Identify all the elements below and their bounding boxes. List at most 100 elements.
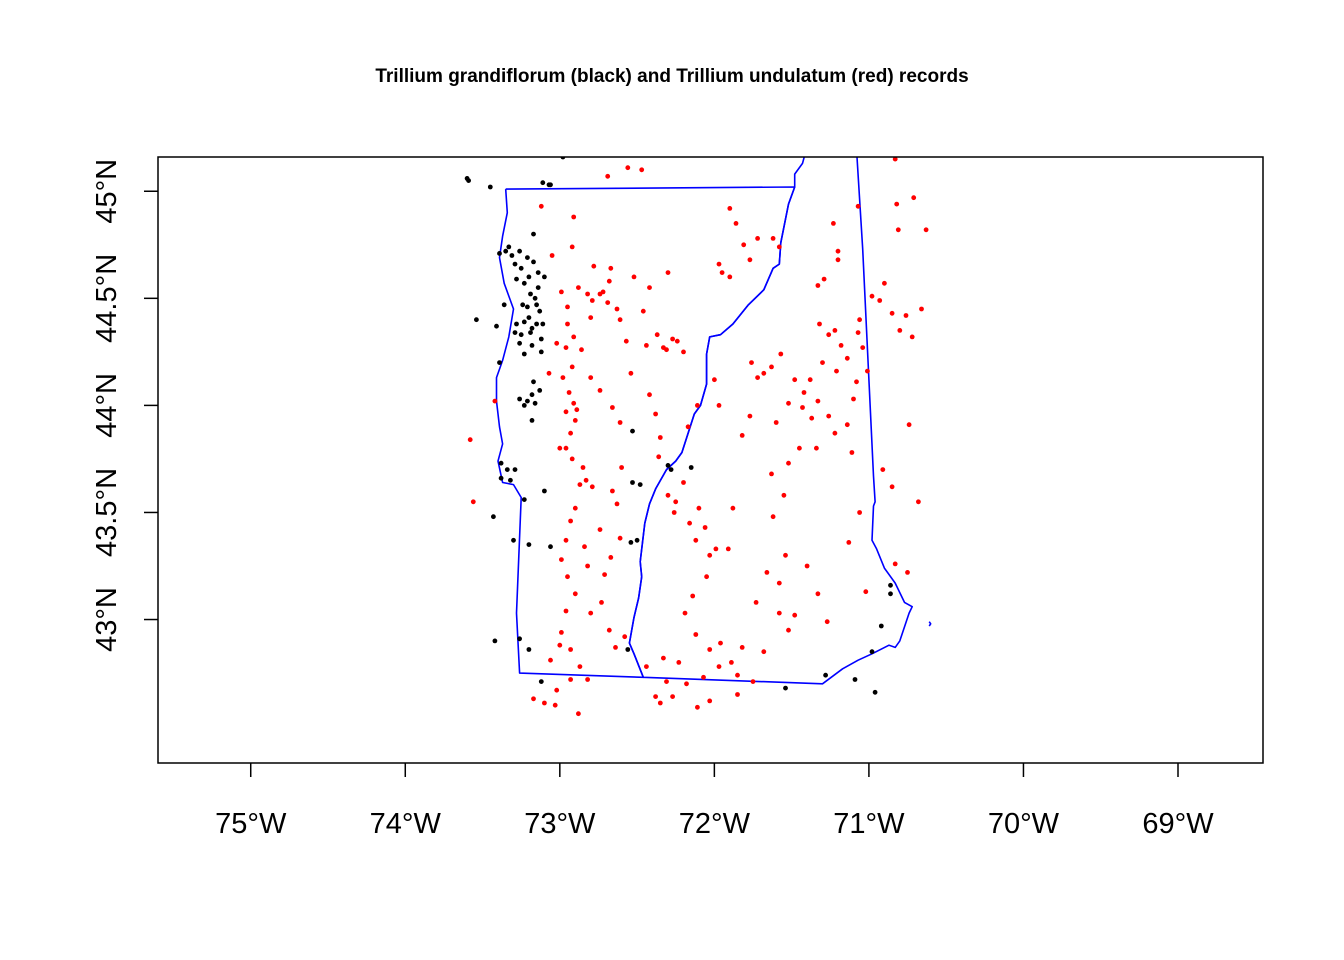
point-trillium-undulatum <box>716 403 722 408</box>
point-trillium-grandiflorum <box>512 330 518 335</box>
point-trillium-undulatum <box>786 400 791 406</box>
point-trillium-undulatum <box>565 574 570 580</box>
point-trillium-undulatum <box>625 165 631 171</box>
point-trillium-grandiflorum <box>528 330 533 335</box>
point-trillium-undulatum <box>701 674 706 680</box>
point-trillium-grandiflorum <box>540 321 546 327</box>
point-trillium-grandiflorum <box>521 351 527 357</box>
point-trillium-grandiflorum <box>466 178 471 184</box>
point-trillium-undulatum <box>613 645 618 650</box>
point-trillium-undulatum <box>844 422 850 428</box>
point-trillium-grandiflorum <box>526 274 532 280</box>
point-trillium-undulatum <box>749 125 754 130</box>
point-trillium-undulatum <box>610 405 615 410</box>
point-trillium-undulatum <box>585 291 590 297</box>
plot-frame <box>157 156 1264 764</box>
point-trillium-undulatum <box>894 201 900 207</box>
point-trillium-undulatum <box>647 392 652 398</box>
point-trillium-undulatum <box>817 321 822 327</box>
point-trillium-undulatum <box>831 221 836 226</box>
point-trillium-grandiflorum <box>888 591 893 597</box>
point-trillium-undulatum <box>563 345 569 350</box>
point-trillium-grandiflorum <box>474 317 479 323</box>
point-trillium-undulatum <box>739 433 745 438</box>
point-trillium-grandiflorum <box>498 475 504 481</box>
point-trillium-undulatum <box>724 125 729 130</box>
point-trillium-undulatum <box>606 627 612 633</box>
point-trillium-undulatum <box>773 420 779 425</box>
point-trillium-grandiflorum <box>548 544 553 550</box>
point-trillium-undulatum <box>670 694 675 699</box>
point-trillium-undulatum <box>546 370 552 376</box>
point-trillium-undulatum <box>588 375 594 380</box>
point-trillium-grandiflorum <box>665 463 671 468</box>
x-tick-label: 69°W <box>1142 808 1214 840</box>
point-trillium-undulatum <box>684 681 689 687</box>
x-tick-label: 70°W <box>988 808 1060 840</box>
point-trillium-undulatum <box>557 445 563 451</box>
point-trillium-undulatum <box>670 336 675 342</box>
point-trillium-undulatum <box>548 657 553 663</box>
point-trillium-undulatum <box>591 263 597 269</box>
point-trillium-undulatum <box>770 514 776 520</box>
point-trillium-undulatum <box>656 454 662 460</box>
point-trillium-undulatum <box>764 570 770 575</box>
point-trillium-undulatum <box>654 332 660 338</box>
point-trillium-undulatum <box>712 377 717 383</box>
point-trillium-undulatum <box>733 221 739 226</box>
point-trillium-grandiflorum <box>688 465 694 470</box>
point-trillium-undulatum <box>572 591 578 597</box>
y-axis: 43°N 43.5°N 44°N 44.5°N 45°N <box>91 159 158 652</box>
point-trillium-grandiflorum <box>520 302 526 308</box>
x-tick-label: 72°W <box>679 808 751 840</box>
point-trillium-grandiflorum <box>615 108 620 113</box>
point-trillium-undulatum <box>687 520 692 526</box>
point-trillium-grandiflorum <box>540 180 546 186</box>
point-trillium-undulatum <box>617 317 623 323</box>
point-trillium-undulatum <box>664 679 669 684</box>
point-trillium-undulatum <box>617 420 623 425</box>
point-trillium-undulatum <box>644 343 649 348</box>
point-trillium-grandiflorum <box>498 460 504 466</box>
point-trillium-undulatum <box>652 140 657 145</box>
x-tick-label: 71°W <box>833 808 905 840</box>
point-trillium-grandiflorum <box>630 428 635 434</box>
point-trillium-undulatum <box>815 591 821 597</box>
point-trillium-undulatum <box>568 518 573 524</box>
point-trillium-grandiflorum <box>526 542 532 547</box>
point-trillium-undulatum <box>923 227 929 233</box>
point-trillium-grandiflorum <box>538 336 544 342</box>
point-trillium-undulatum <box>814 445 819 451</box>
point-trillium-undulatum <box>563 537 569 543</box>
point-trillium-grandiflorum <box>537 388 543 393</box>
point-trillium-undulatum <box>568 647 573 652</box>
point-trillium-undulatum <box>554 687 560 693</box>
point-trillium-undulatum <box>538 203 544 209</box>
point-trillium-undulatum <box>854 379 859 385</box>
point-trillium-undulatum <box>665 270 671 275</box>
point-trillium-undulatum <box>665 492 671 498</box>
point-trillium-undulatum <box>906 422 912 428</box>
point-trillium-grandiflorum <box>869 649 875 655</box>
point-trillium-undulatum <box>791 125 796 130</box>
series-trillium-grandiflorum <box>464 108 893 695</box>
point-trillium-undulatum <box>844 355 850 361</box>
point-trillium-undulatum <box>614 306 620 312</box>
point-trillium-undulatum <box>628 370 634 376</box>
point-trillium-undulatum <box>653 694 658 699</box>
point-trillium-undulatum <box>531 696 536 702</box>
point-trillium-undulatum <box>576 711 581 717</box>
point-trillium-undulatum <box>704 574 709 580</box>
point-trillium-undulatum <box>804 563 810 569</box>
point-trillium-undulatum <box>681 349 686 355</box>
point-trillium-undulatum <box>568 430 573 436</box>
y-tick-label: 45°N <box>91 159 123 224</box>
point-trillium-undulatum <box>617 535 623 541</box>
point-trillium-grandiflorum <box>511 537 516 543</box>
point-trillium-undulatum <box>672 133 677 138</box>
point-trillium-undulatum <box>554 340 560 346</box>
point-trillium-undulatum <box>565 321 570 327</box>
point-trillium-undulatum <box>919 306 924 312</box>
point-trillium-undulatum <box>676 660 682 665</box>
point-trillium-undulatum <box>557 642 563 648</box>
